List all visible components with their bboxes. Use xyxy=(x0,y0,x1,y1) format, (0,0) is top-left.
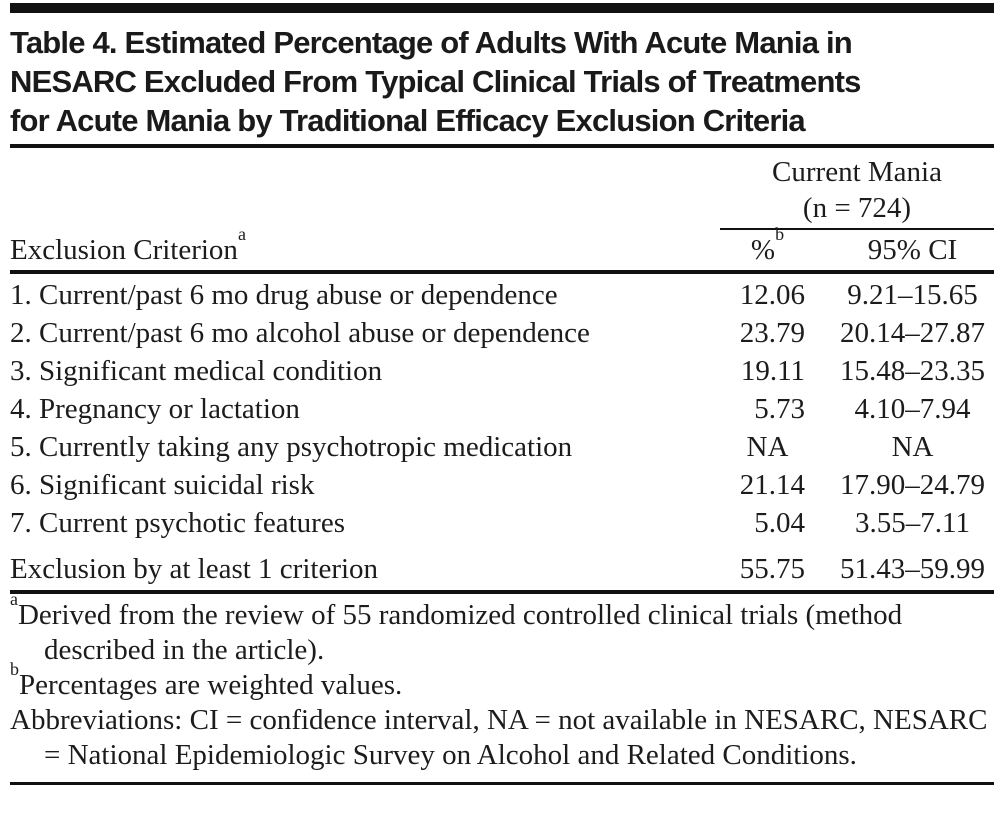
spanner-line-1: Current Mania xyxy=(772,156,942,188)
percent-cell: 55.75 xyxy=(720,542,815,594)
percent-cell: 19.11 xyxy=(740,355,805,387)
table-title-line: Table 4. Estimated Percentage of Adults … xyxy=(10,25,853,60)
ci-cell: 51.43–59.99 xyxy=(815,542,995,594)
table-title-line: NESARC Excluded From Typical Clinical Tr… xyxy=(10,64,861,99)
footnote-b-text: Percentages are weighted values. xyxy=(18,669,403,701)
table-row: 6. Significant suicidal risk 21.14 17.90–2… xyxy=(10,466,994,504)
spanner-line-2: (n = 724) xyxy=(802,192,912,224)
percent-cell: 21.14 xyxy=(739,469,805,501)
percent-footnote-marker: b xyxy=(775,224,785,245)
ci-cell: NA xyxy=(891,431,934,463)
footnote-a: aDerived from the review of 55 randomize… xyxy=(10,590,994,668)
ci-cell: 9.21–15.65 xyxy=(847,279,978,311)
footnotes: aDerived from the review of 55 randomize… xyxy=(10,590,994,773)
table-row: 1. Current/past 6 mo drug abuse or depen… xyxy=(10,272,994,314)
footnote-abbreviations-text: Abbreviations: CI = confidence interval,… xyxy=(10,704,988,771)
percent-cell: 5.73 xyxy=(754,393,805,425)
title-rule xyxy=(10,144,994,148)
table-row: 4. Pregnancy or lactation 5.73 4.10–7.94 xyxy=(10,390,994,428)
criterion-cell: 3. Significant medical condition xyxy=(10,355,383,387)
table-title: Table 4. Estimated Percentage of Adults … xyxy=(10,23,994,140)
criterion-cell: 2. Current/past 6 mo alcohol abuse or de… xyxy=(10,317,590,349)
table-title-line: for Acute Mania by Traditional Efficacy … xyxy=(10,103,806,138)
spanner-spacer-cell xyxy=(10,148,720,229)
spanner-header-row: Current Mania (n = 724) xyxy=(10,148,995,230)
footnote-abbreviations: Abbreviations: CI = confidence interval,… xyxy=(10,703,994,773)
column-header-criterion-label: Exclusion Criterion xyxy=(10,234,238,266)
spanner-header-current-mania: Current Mania (n = 724) xyxy=(720,148,995,230)
table-row: 2. Current/past 6 mo alcohol abuse or de… xyxy=(10,314,994,352)
table-body: 1. Current/past 6 mo drug abuse or depen… xyxy=(10,272,995,594)
criterion-cell: 7. Current psychotic features xyxy=(10,507,346,539)
criterion-cell: Exclusion by at least 1 criterion xyxy=(10,542,720,594)
percent-cell: 23.79 xyxy=(739,317,805,349)
table-row: 3. Significant medical condition 19.11 15.… xyxy=(10,352,994,390)
ci-cell: 15.48–23.35 xyxy=(840,355,985,387)
footnote-a-text: Derived from the review of 55 randomized… xyxy=(17,599,903,666)
column-header-ci-label: 95% CI xyxy=(867,234,958,266)
column-header-ci: 95% CI xyxy=(815,229,995,274)
exclusion-criteria-table: Current Mania (n = 724) Exclusion Criter… xyxy=(10,148,995,594)
footnote-b: bPercentages are weighted values. xyxy=(10,660,994,703)
footnote-b-marker: b xyxy=(10,659,19,680)
percent-cell: NA xyxy=(746,431,789,463)
table-row: Exclusion by at least 1 criterion 55.75 51… xyxy=(10,542,995,594)
criterion-cell: 4. Pregnancy or lactation xyxy=(10,393,300,425)
criterion-cell: 1. Current/past 6 mo drug abuse or depen… xyxy=(10,279,558,311)
column-header-percent: %b xyxy=(720,225,815,274)
ci-cell: 4.10–7.94 xyxy=(854,393,971,425)
percent-cell: 12.06 xyxy=(739,279,805,311)
column-header-row: Exclusion Criteriona %b 95% CI xyxy=(10,225,995,274)
ci-cell: 17.90–24.79 xyxy=(840,469,985,501)
criterion-cell: 5. Currently taking any psychotropic med… xyxy=(10,431,573,463)
criterion-cell: 6. Significant suicidal risk xyxy=(10,469,315,501)
ci-cell: 3.55–7.11 xyxy=(855,507,970,539)
criterion-footnote-marker: a xyxy=(237,224,246,245)
table-row: 7. Current psychotic features 5.04 3.55–7.… xyxy=(10,504,994,542)
bottom-rule xyxy=(10,782,994,785)
column-header-percent-label: % xyxy=(750,234,776,266)
footnote-a-marker: a xyxy=(10,589,18,610)
table-row: 5. Currently taking any psychotropic med… xyxy=(10,428,994,466)
percent-cell: 5.04 xyxy=(754,507,805,539)
ci-cell: 20.14–27.87 xyxy=(840,317,985,349)
top-rule xyxy=(10,3,994,13)
column-header-criterion: Exclusion Criteriona xyxy=(10,225,720,274)
